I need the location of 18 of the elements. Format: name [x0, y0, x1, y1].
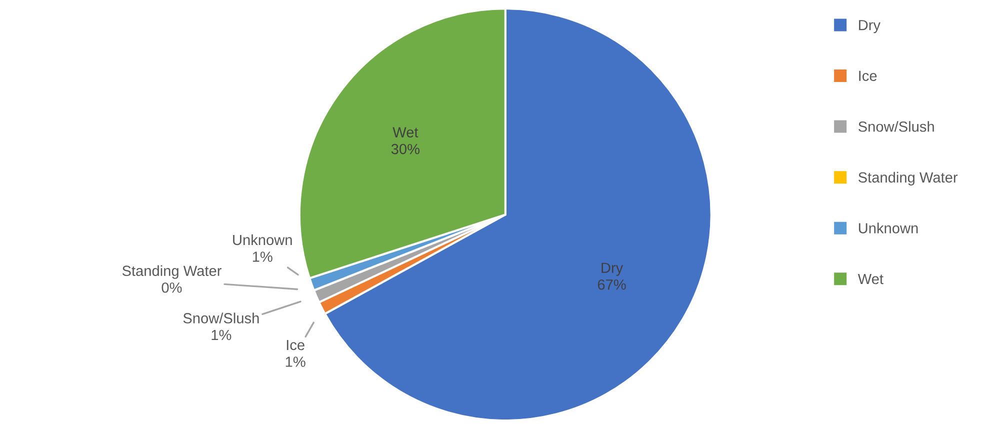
slice-label: Dry — [602, 262, 624, 276]
data-label: 67% — [598, 279, 626, 290]
legend-label: Dry — [859, 20, 880, 34]
text: 0% — [162, 282, 182, 293]
legend-label: Snow/Slush — [858, 121, 934, 132]
data-label: 1% — [252, 252, 272, 262]
slice-label: Snow/Slush — [183, 312, 259, 324]
legend-label: Ice — [859, 70, 877, 82]
legend-label: Standing Water — [858, 172, 958, 186]
legend-label: Wet — [858, 274, 884, 284]
data-label: 1% — [286, 356, 306, 367]
slice-label: Ice — [286, 340, 304, 350]
slice-label: Wet — [392, 127, 418, 138]
data-label: 1% — [212, 330, 232, 340]
slice-label: Unknown — [233, 234, 292, 246]
data-label: 30% — [391, 144, 420, 154]
legend-label: Unknown — [858, 222, 918, 234]
category-label: Standing Water — [122, 265, 222, 279]
